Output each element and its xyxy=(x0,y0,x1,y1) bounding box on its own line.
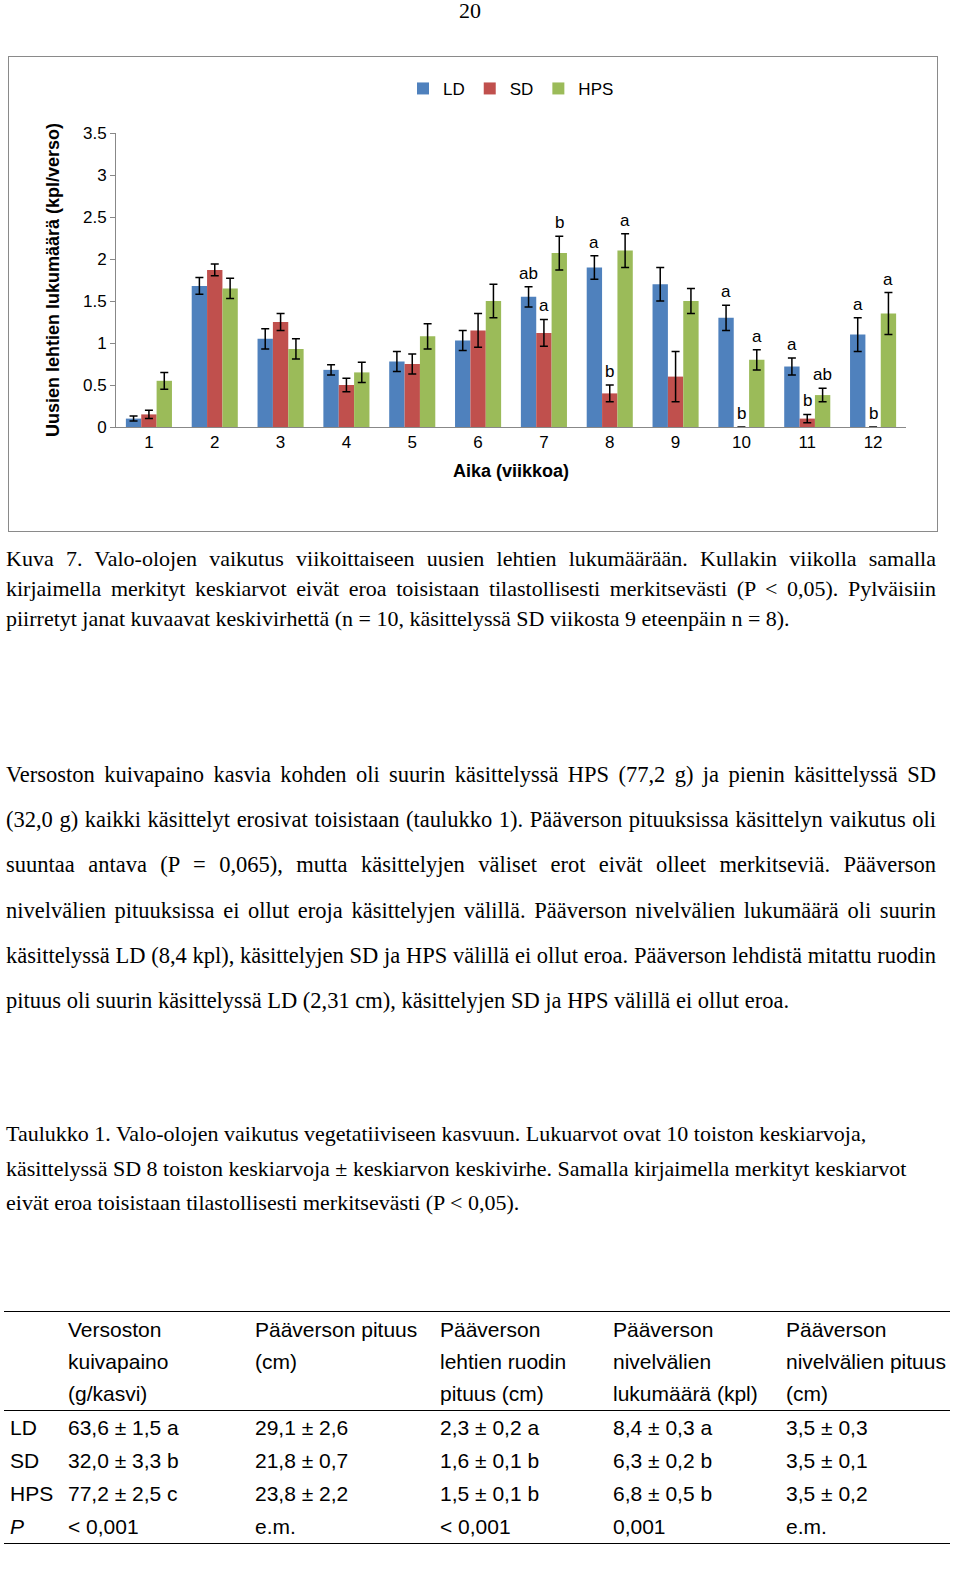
svg-text:SD: SD xyxy=(510,80,534,99)
svg-text:b: b xyxy=(555,213,564,232)
svg-text:11: 11 xyxy=(798,433,816,452)
svg-text:LD: LD xyxy=(443,80,465,99)
html-text:32,0 ± 3,3 b: 32,0 ± 3,3 b xyxy=(68,1449,179,1472)
svg-text:0: 0 xyxy=(97,418,106,437)
svg-text:1: 1 xyxy=(144,433,153,452)
html-text:< 0,001: < 0,001 xyxy=(440,1515,511,1538)
html-text:63,6 ± 1,5 a: 63,6 ± 1,5 a xyxy=(68,1416,179,1439)
html-text:Pääverson pituus (cm): Pääverson pituus (cm) xyxy=(255,1318,418,1373)
svg-text:6: 6 xyxy=(473,433,482,452)
svg-text:b: b xyxy=(803,391,812,410)
svg-text:1.5: 1.5 xyxy=(83,292,107,311)
svg-text:Aika (viikkoa): Aika (viikkoa) xyxy=(453,461,569,481)
svg-text:7: 7 xyxy=(539,433,548,452)
html-text:6,3 ± 0,2 b: 6,3 ± 0,2 b xyxy=(613,1449,713,1472)
html-text:2,3 ± 0,2 a: 2,3 ± 0,2 a xyxy=(440,1416,540,1439)
svg-text:1: 1 xyxy=(97,334,106,353)
html-text:1,5 ± 0,1 b: 1,5 ± 0,1 b xyxy=(440,1482,540,1505)
html-text:e.m.: e.m. xyxy=(255,1515,296,1538)
svg-text:2: 2 xyxy=(97,250,106,269)
html-text:8,4 ± 0,3 a: 8,4 ± 0,3 a xyxy=(613,1416,713,1439)
svg-text:2: 2 xyxy=(210,433,219,452)
html-text:21,8 ± 0,7: 21,8 ± 0,7 xyxy=(255,1449,349,1472)
svg-text:8: 8 xyxy=(605,433,614,452)
html-text:< 0,001: < 0,001 xyxy=(68,1515,139,1538)
html-text:SD: SD xyxy=(10,1449,40,1472)
html-text:1,6 ± 0,1 b: 1,6 ± 0,1 b xyxy=(440,1449,540,1472)
svg-text:9: 9 xyxy=(671,433,680,452)
svg-text:b: b xyxy=(869,404,878,423)
svg-text:10: 10 xyxy=(732,433,751,452)
html-text:3,5 ± 0,2: 3,5 ± 0,2 xyxy=(786,1482,868,1505)
svg-text:b: b xyxy=(605,362,614,381)
html-text:Versoston kuivapaino kasvia ko: Versoston kuivapaino kasvia kohden oli s… xyxy=(6,762,936,1013)
html-text:29,1 ± 2,6: 29,1 ± 2,6 xyxy=(255,1416,349,1439)
svg-text:3: 3 xyxy=(276,433,285,452)
svg-text:ab: ab xyxy=(519,264,538,283)
html-text:0,001: 0,001 xyxy=(613,1515,666,1538)
svg-text:ab: ab xyxy=(813,365,832,384)
svg-text:a: a xyxy=(752,327,762,346)
html-text:e.m.: e.m. xyxy=(786,1515,827,1538)
svg-text:HPS: HPS xyxy=(578,80,613,99)
svg-text:5: 5 xyxy=(408,433,417,452)
html-text:Versoston kuivapaino (g/kasvi): Versoston kuivapaino (g/kasvi) xyxy=(68,1318,169,1405)
html-text:Pääverson nivelvälien lukumäär: Pääverson nivelvälien lukumäärä (kpl) xyxy=(613,1318,758,1405)
html-text:77,2 ± 2,5 c: 77,2 ± 2,5 c xyxy=(68,1482,178,1505)
svg-text:Uusien lehtien lukumäärä (kpl/: Uusien lehtien lukumäärä (kpl/verso) xyxy=(43,123,63,437)
svg-text:a: a xyxy=(620,211,630,230)
svg-text:a: a xyxy=(883,270,893,289)
html-text:23,8 ± 2,2: 23,8 ± 2,2 xyxy=(255,1482,349,1505)
html-text:Pääverson nivelvälien pituus (: Pääverson nivelvälien pituus (cm) xyxy=(786,1318,946,1405)
svg-text:2.5: 2.5 xyxy=(83,208,107,227)
html-text:Pääverson lehtien ruodin pituu: Pääverson lehtien ruodin pituus (cm) xyxy=(440,1318,567,1405)
html-text:LD: LD xyxy=(10,1416,37,1439)
svg-text:12: 12 xyxy=(864,433,883,452)
svg-text:a: a xyxy=(539,296,549,315)
html-text:HPS: HPS xyxy=(10,1482,54,1505)
html-text:Taulukko 1. Valo-olojen vaikut: Taulukko 1. Valo-olojen vaikutus vegetat… xyxy=(6,1121,907,1215)
svg-text:a: a xyxy=(853,295,863,314)
svg-text:a: a xyxy=(721,282,731,301)
svg-text:3.5: 3.5 xyxy=(83,124,107,143)
html-text:P: P xyxy=(10,1515,24,1538)
svg-text:b: b xyxy=(737,404,746,423)
html-text:3,5 ± 0,3: 3,5 ± 0,3 xyxy=(786,1416,868,1439)
html-text:6,8 ± 0,5 b: 6,8 ± 0,5 b xyxy=(613,1482,713,1505)
html-text:Kuva 7. Valo-olojen vaikutus v: Kuva 7. Valo-olojen vaikutus viikoittais… xyxy=(6,546,936,631)
svg-text:a: a xyxy=(589,233,599,252)
html-text:3,5 ± 0,1: 3,5 ± 0,1 xyxy=(786,1449,868,1472)
svg-text:a: a xyxy=(787,335,797,354)
svg-text:4: 4 xyxy=(342,433,351,452)
svg-text:0.5: 0.5 xyxy=(83,376,107,395)
svg-text:3: 3 xyxy=(97,166,106,185)
